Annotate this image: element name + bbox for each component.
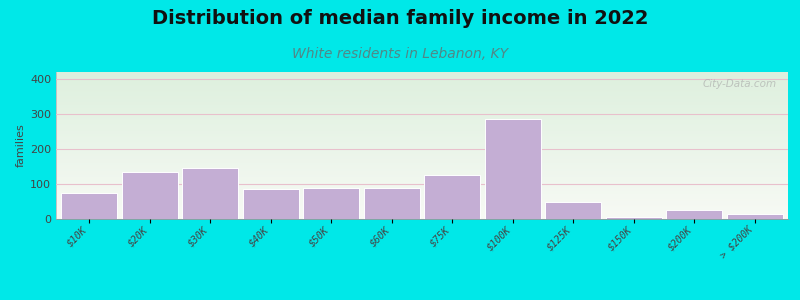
Bar (727, 214, 782, 219)
Text: City-Data.com: City-Data.com (703, 79, 777, 89)
Bar (546, 202, 601, 219)
Text: White residents in Lebanon, KY: White residents in Lebanon, KY (292, 46, 508, 61)
Y-axis label: families: families (16, 124, 26, 167)
Bar (243, 189, 298, 219)
Bar (303, 188, 359, 219)
Bar (62, 193, 117, 219)
Bar (485, 119, 541, 219)
Text: Distribution of median family income in 2022: Distribution of median family income in … (152, 9, 648, 28)
Bar (364, 188, 419, 219)
Bar (606, 217, 662, 219)
Bar (182, 168, 238, 219)
Bar (666, 209, 722, 219)
Bar (122, 172, 178, 219)
Bar (425, 175, 480, 219)
